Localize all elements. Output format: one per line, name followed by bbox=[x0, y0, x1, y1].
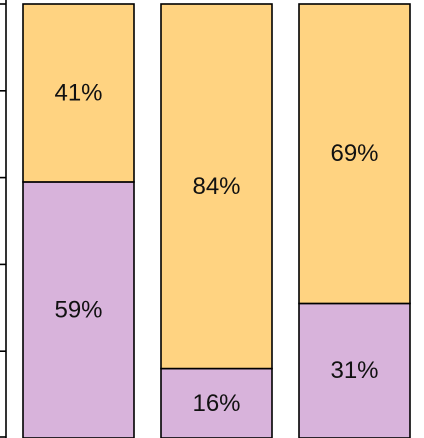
bar-segment-2-series-1 bbox=[160, 367, 273, 438]
y-axis bbox=[0, 0, 7, 438]
bar-segment-3-series-1 bbox=[298, 302, 411, 438]
data-labels: 59% 41% 16% 84% 31% 69% bbox=[54, 79, 378, 416]
bar-segment-2-series-2 bbox=[160, 3, 273, 370]
bar-segment-1-series-1 bbox=[22, 181, 135, 438]
data-label-3-series-1: 31% bbox=[330, 357, 378, 384]
data-label-1-series-1: 59% bbox=[54, 296, 102, 323]
data-label-2-series-2: 84% bbox=[192, 173, 240, 200]
bar-segment-1-series-2 bbox=[22, 3, 135, 183]
bars bbox=[22, 3, 411, 438]
data-label-2-series-1: 16% bbox=[192, 390, 240, 417]
data-label-1-series-2: 41% bbox=[54, 79, 102, 106]
data-label-3-series-2: 69% bbox=[330, 140, 378, 167]
bar-segment-3-series-2 bbox=[298, 3, 411, 305]
